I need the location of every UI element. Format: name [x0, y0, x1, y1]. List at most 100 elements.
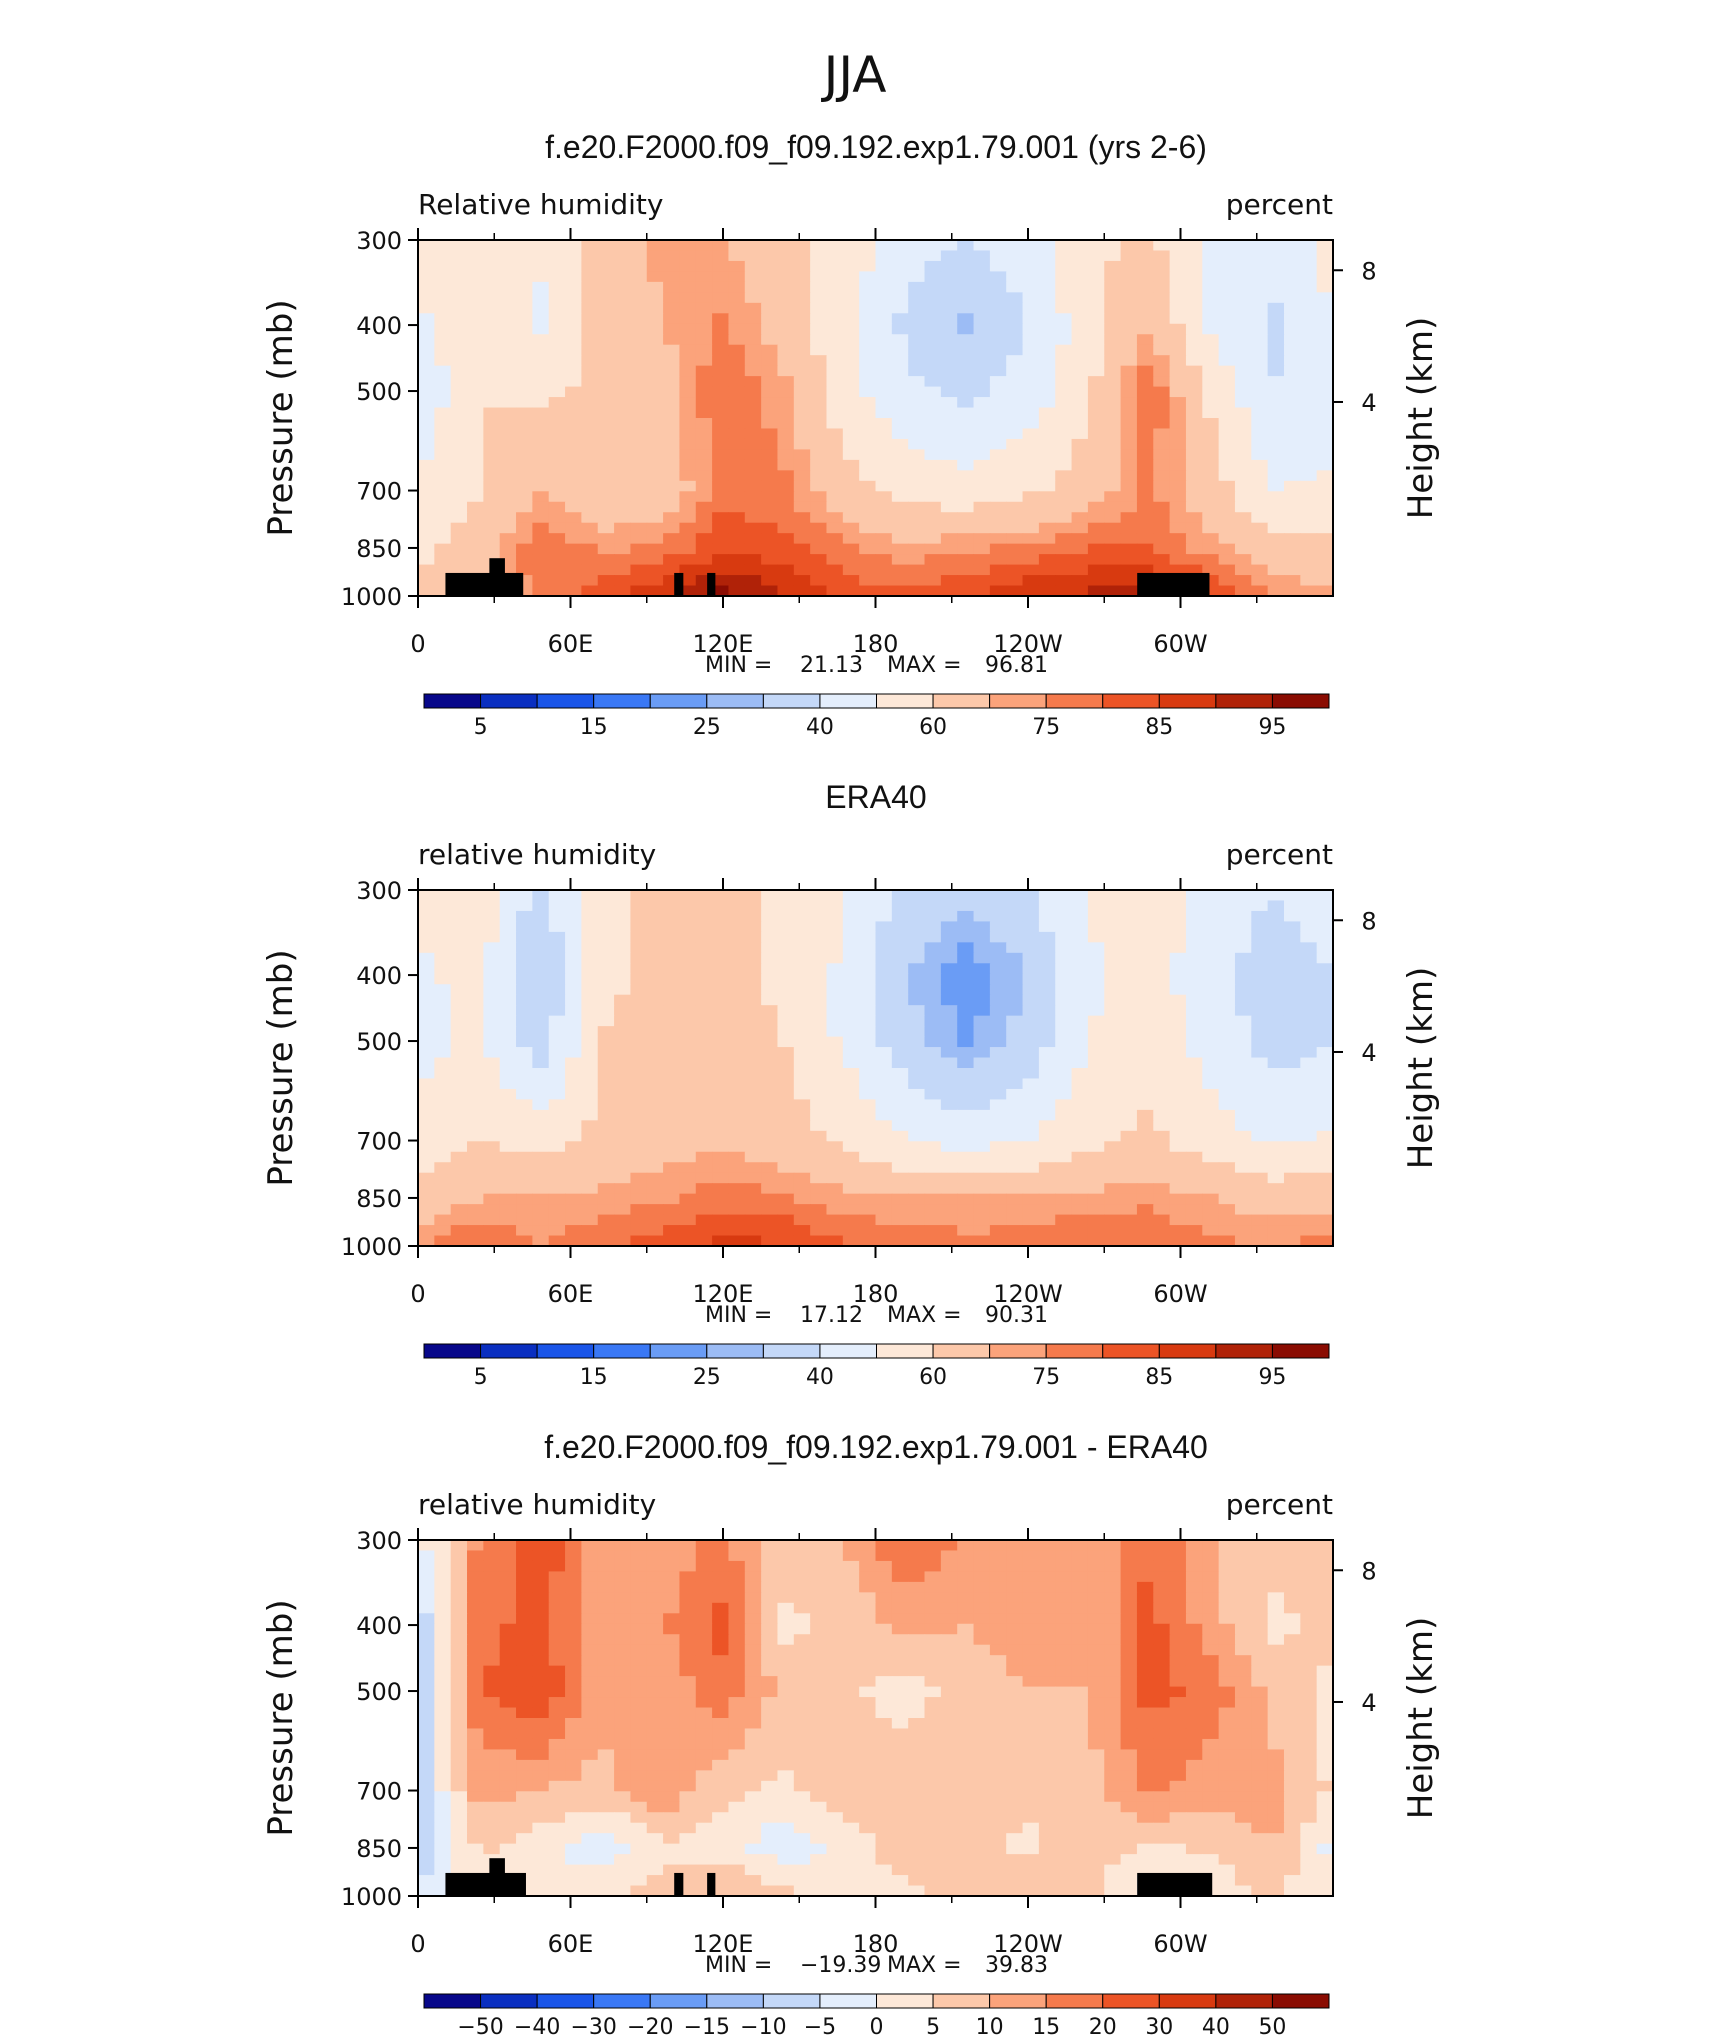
field-cell: [810, 890, 828, 902]
field-cell: [679, 428, 697, 440]
field-cell: [777, 890, 795, 902]
field-cell: [581, 1550, 599, 1562]
field-cell: [499, 1047, 517, 1059]
field-cell: [695, 900, 713, 912]
field-cell: [418, 1560, 435, 1573]
field-cell: [1316, 512, 1334, 524]
field-cell: [1316, 1068, 1334, 1080]
y-tick-label: 1000: [341, 1233, 402, 1261]
field-cell: [679, 313, 697, 325]
field-cell: [1136, 1571, 1154, 1583]
field-cell: [695, 355, 713, 367]
field-cell: [1120, 984, 1138, 996]
field-cell: [891, 1540, 909, 1552]
field-cell: [777, 1193, 795, 1205]
field-cell: [1038, 1655, 1056, 1667]
field-cell: [810, 1214, 828, 1226]
field-cell: [418, 984, 435, 996]
field-cell: [1316, 365, 1334, 377]
field-cell: [793, 900, 811, 912]
field-cell: [1055, 386, 1073, 398]
field-cell: [565, 1225, 582, 1237]
field-cell: [973, 428, 991, 440]
field-cell: [1218, 1623, 1236, 1635]
field-cell: [499, 323, 517, 335]
field-cell: [695, 1235, 713, 1247]
field-cell: [891, 1634, 909, 1646]
field-cell: [1300, 428, 1318, 440]
y-tick-label: 400: [356, 312, 402, 340]
field-cell: [418, 1036, 435, 1048]
field-cell: [581, 397, 599, 409]
colorbar-label: 95: [1258, 1365, 1286, 1390]
field-cell: [1316, 1193, 1334, 1205]
field-cell: [1055, 1172, 1073, 1184]
field-cell: [1316, 397, 1334, 409]
field-cell: [597, 1718, 615, 1730]
field-cell: [695, 1057, 713, 1069]
field-cell: [630, 1540, 648, 1552]
field-cell: [499, 428, 517, 440]
field-cell: [712, 921, 730, 933]
field-cell: [875, 1130, 893, 1142]
field-cell: [908, 1036, 926, 1048]
field-cell: [1218, 1655, 1236, 1667]
field-cell: [728, 533, 746, 545]
field-cell: [793, 1655, 811, 1667]
field-cell: [1218, 1099, 1236, 1111]
field-cell: [1071, 1623, 1089, 1635]
field-cell: [908, 281, 926, 293]
field-cell: [940, 942, 958, 954]
field-cell: [565, 1697, 582, 1709]
field-cell: [1055, 1057, 1073, 1069]
field-cell: [793, 365, 811, 377]
field-cell: [1169, 1015, 1187, 1027]
field-cell: [646, 1571, 664, 1583]
field-cell: [1120, 1214, 1138, 1226]
field-cell: [434, 554, 452, 566]
field-cell: [989, 512, 1007, 524]
field-cell: [1202, 1550, 1220, 1562]
field-cell: [565, 1634, 582, 1646]
topography-mask: [707, 572, 716, 596]
field-cell: [989, 1655, 1007, 1667]
field-cell: [908, 1078, 926, 1090]
field-cell: [989, 1099, 1007, 1111]
field-cell: [793, 1036, 811, 1048]
field-cell: [1104, 418, 1122, 430]
field-cell: [1316, 1613, 1334, 1625]
field-cell: [1038, 397, 1056, 409]
field-cell: [875, 1109, 893, 1121]
field-cell: [565, 365, 582, 377]
field-cell: [712, 418, 730, 430]
field-cell: [1136, 1214, 1154, 1226]
field-cell: [1169, 543, 1187, 555]
field-cell: [597, 522, 615, 534]
field-cell: [940, 1099, 958, 1111]
field-cell: [1316, 1560, 1334, 1573]
field-cell: [842, 334, 860, 346]
field-cell: [989, 931, 1007, 943]
field-cell: [1120, 355, 1138, 367]
field-cell: [744, 1644, 762, 1656]
field-cell: [695, 952, 713, 964]
field-cell: [532, 1718, 550, 1730]
field-cell: [744, 438, 762, 451]
field-cell: [842, 522, 860, 534]
field-cell: [565, 1068, 582, 1080]
field-cell: [418, 323, 435, 335]
field-cell: [1022, 1204, 1040, 1216]
field-cell: [712, 1172, 730, 1184]
field-cell: [581, 931, 599, 943]
field-cell: [793, 522, 811, 534]
field-cell: [614, 1036, 632, 1048]
field-cell: [1218, 344, 1236, 356]
field-cell: [532, 952, 550, 964]
field-cell: [712, 334, 730, 346]
field-cell: [663, 984, 681, 996]
field-cell: [548, 512, 566, 524]
field-cell: [499, 994, 517, 1006]
field-cell: [875, 292, 893, 304]
field-cell: [499, 355, 517, 367]
field-cell: [842, 921, 860, 933]
